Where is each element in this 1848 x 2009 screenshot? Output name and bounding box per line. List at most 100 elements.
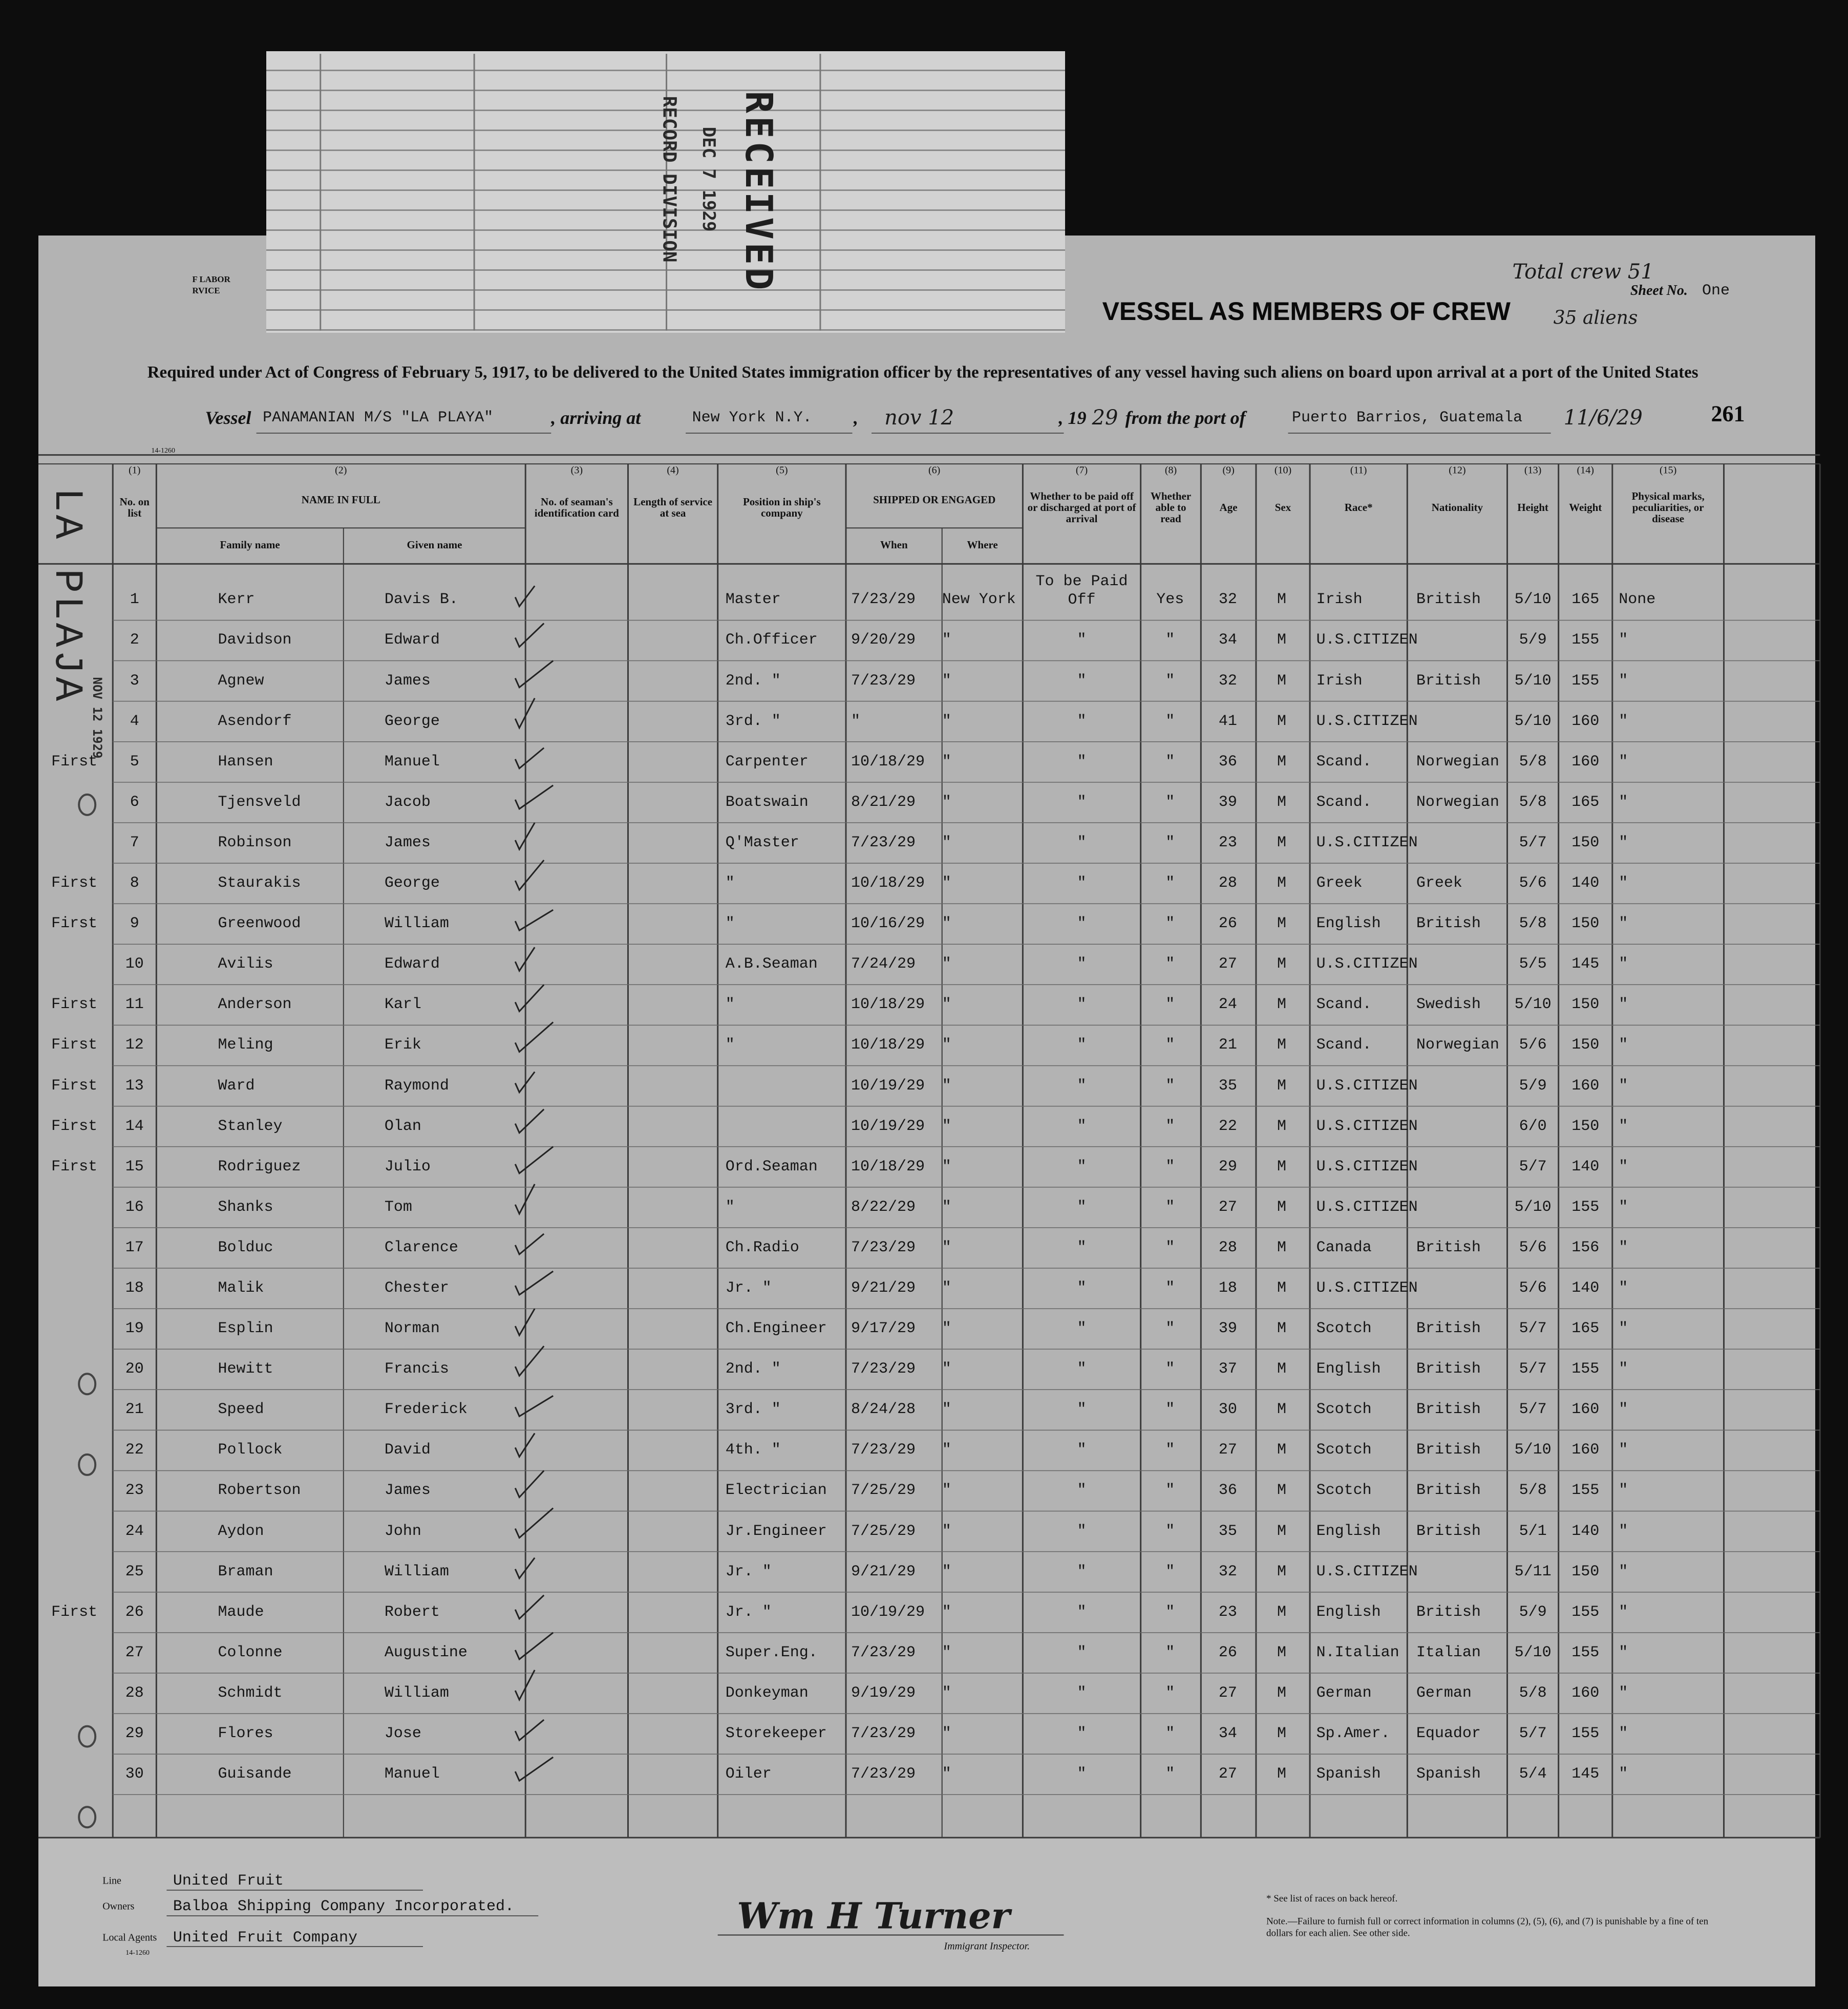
row-number: 26 xyxy=(125,1603,144,1621)
race: U.S.CITIZEN xyxy=(1316,712,1418,730)
physical-marks: " xyxy=(1619,1238,1628,1256)
column-number: (3) xyxy=(570,464,583,476)
physical-marks: " xyxy=(1619,631,1628,649)
check-mark xyxy=(514,1395,554,1418)
weight: 140 xyxy=(1571,874,1600,892)
physical-marks: None xyxy=(1619,591,1656,609)
race: German xyxy=(1316,1684,1372,1702)
family-name: Robinson xyxy=(218,833,292,851)
height: 5/10 xyxy=(1514,1198,1552,1216)
row-number: 27 xyxy=(125,1643,144,1661)
nationality: Norwegian xyxy=(1416,753,1499,771)
nationality: British xyxy=(1416,672,1481,690)
given-name: Olan xyxy=(384,1117,421,1135)
shipped-when: 7/25/29 xyxy=(851,1482,916,1500)
column-label: Whether able to read xyxy=(1150,490,1192,525)
shipped-where: " xyxy=(942,915,951,933)
footer-line: United Fruit xyxy=(173,1872,284,1890)
position: Carpenter xyxy=(725,753,809,771)
race: English xyxy=(1316,1603,1381,1621)
column-label: Height xyxy=(1517,501,1548,514)
age: 27 xyxy=(1218,955,1237,973)
given-name: Clarence xyxy=(384,1238,458,1256)
check-mark xyxy=(514,1756,554,1782)
able-to-read: " xyxy=(1165,874,1175,892)
column-label: Length of service at sea xyxy=(633,496,713,520)
column-label: Physical marks, peculiarities, or diseas… xyxy=(1631,490,1705,525)
column-sublabel: When xyxy=(880,538,908,551)
shipped-where: " xyxy=(942,631,951,649)
shipped-when: 10/16/29 xyxy=(851,915,925,933)
able-to-read: " xyxy=(1165,672,1175,690)
row-number: 25 xyxy=(125,1563,144,1580)
arrival-class: First xyxy=(51,915,98,933)
paid-off: " xyxy=(1077,874,1087,892)
sex: M xyxy=(1277,1077,1287,1095)
shipped-when: 7/23/29 xyxy=(851,1643,916,1661)
position: " xyxy=(725,874,735,892)
nationality: Equador xyxy=(1416,1725,1481,1743)
row-number: 28 xyxy=(125,1684,144,1702)
sex: M xyxy=(1277,1563,1287,1580)
able-to-read: " xyxy=(1165,1320,1175,1338)
sex: M xyxy=(1277,793,1287,811)
physical-marks: " xyxy=(1619,1117,1628,1135)
able-to-read: " xyxy=(1165,1238,1175,1256)
family-name: Guisande xyxy=(218,1765,292,1783)
position: 2nd. " xyxy=(725,672,781,690)
able-to-read: " xyxy=(1165,1603,1175,1621)
paid-off: " xyxy=(1077,1643,1087,1661)
age: 36 xyxy=(1218,1482,1237,1500)
shipped-where: " xyxy=(942,1360,951,1378)
position: Ch.Engineer xyxy=(725,1320,827,1338)
nationality: Italian xyxy=(1416,1643,1481,1661)
row-number: 16 xyxy=(125,1198,144,1216)
given-name: Karl xyxy=(384,996,421,1014)
shipped-when: 8/24/28 xyxy=(851,1401,916,1419)
stamp-date: DEC 7 1929 xyxy=(698,127,719,232)
shipped-where: " xyxy=(942,996,951,1014)
column-label: Position in ship's company xyxy=(742,496,821,520)
arrival-class: First xyxy=(51,1117,98,1135)
able-to-read: " xyxy=(1165,1036,1175,1054)
shipped-where: " xyxy=(942,1279,951,1297)
column-sublabel: Where xyxy=(967,538,998,551)
shipped-when: 7/24/29 xyxy=(851,955,916,973)
dept-fragment: F LABOR xyxy=(192,274,230,284)
weight: 150 xyxy=(1571,996,1600,1014)
paid-off: " xyxy=(1077,996,1087,1014)
row-number: 6 xyxy=(130,793,139,811)
check-mark xyxy=(514,860,545,891)
weight: 145 xyxy=(1571,955,1600,973)
physical-marks: " xyxy=(1619,1036,1628,1054)
column-number: (8) xyxy=(1164,464,1177,476)
paid-off: " xyxy=(1077,1482,1087,1500)
race: Scand. xyxy=(1316,753,1372,771)
physical-marks: " xyxy=(1619,1401,1628,1419)
column-number: (9) xyxy=(1222,464,1235,476)
race: Scotch xyxy=(1316,1320,1372,1338)
shipped-where: " xyxy=(942,1522,951,1540)
position: Jr. " xyxy=(725,1563,772,1580)
height: 5/8 xyxy=(1519,793,1547,811)
given-name: Erik xyxy=(384,1036,421,1054)
check-mark xyxy=(514,909,554,932)
total-crew: Total crew 51 xyxy=(1512,260,1654,284)
shipped-where: " xyxy=(942,1117,951,1135)
family-name: Rodriguez xyxy=(218,1158,301,1176)
paid-off: " xyxy=(1077,753,1087,771)
age: 24 xyxy=(1218,996,1237,1014)
weight: 160 xyxy=(1571,712,1600,730)
footer-line-label: Line xyxy=(102,1875,121,1887)
arrival-class: First xyxy=(51,996,98,1014)
height: 5/7 xyxy=(1519,1401,1547,1419)
shipped-when: 7/23/29 xyxy=(851,1360,916,1378)
nationality: British xyxy=(1416,1522,1481,1540)
shipped-when: 7/23/29 xyxy=(851,591,916,609)
check-mark xyxy=(514,660,554,689)
position: Boatswain xyxy=(725,793,809,811)
age: 23 xyxy=(1218,1603,1237,1621)
sex: M xyxy=(1277,996,1287,1014)
physical-marks: " xyxy=(1619,1522,1628,1540)
paid-off: " xyxy=(1077,1036,1087,1054)
